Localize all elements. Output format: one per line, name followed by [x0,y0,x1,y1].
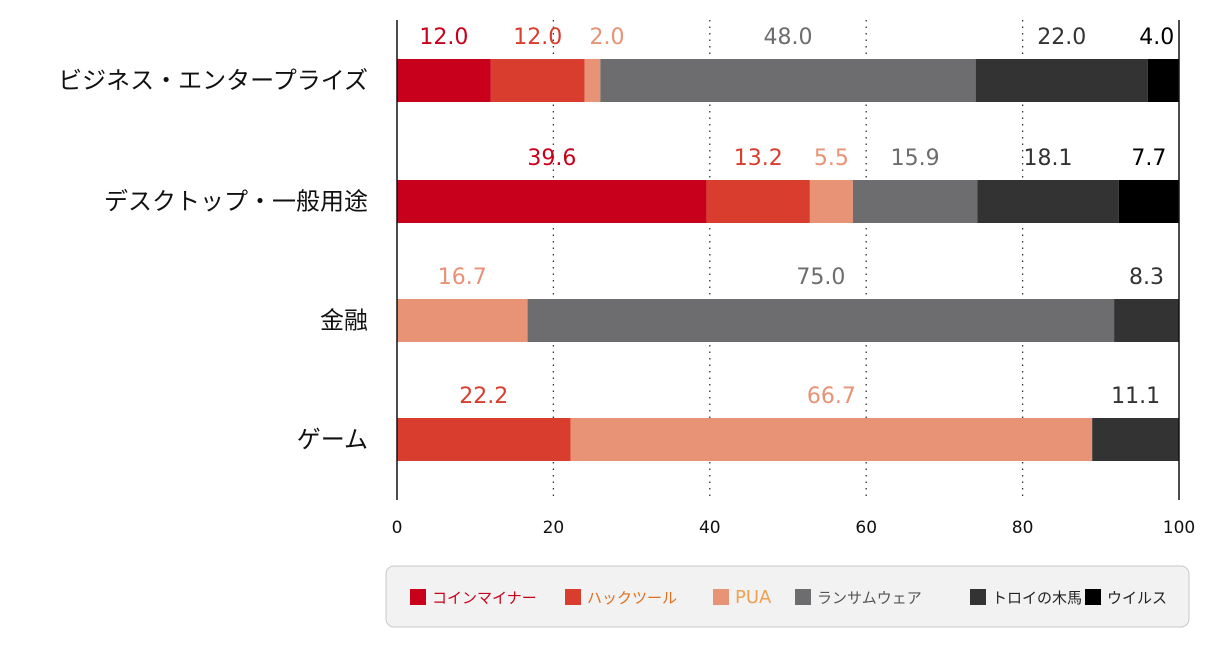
legend-swatch [970,589,986,605]
legend-label: ランサムウェア [817,589,922,607]
x-tick-label: 0 [392,518,403,538]
category-label: デスクトップ・一般用途 [104,188,368,216]
legend-swatch [410,589,426,605]
bar-segment [852,180,978,223]
legend-swatch [565,589,581,605]
value-label: 11.1 [1111,384,1160,409]
value-label: 5.5 [814,146,849,171]
category-label: 金融 [320,307,368,335]
legend-swatch [1085,589,1101,605]
value-label: 15.9 [891,146,940,171]
bar-segment [1092,418,1179,461]
bar-segment [397,180,707,223]
x-tick-label: 40 [699,518,721,538]
value-label: 12.0 [513,25,562,50]
value-labels: 12.0 12.0 2.0 48.0 22.0 4.0 39.6 13.2 5.5 15.9 18.… [419,25,1174,409]
legend-label: ハックツール [587,589,677,607]
value-label: 8.3 [1129,265,1164,290]
bar-segment [1118,180,1179,223]
value-label: 22.2 [459,384,508,409]
x-tick-label: 80 [1012,518,1034,538]
value-label: 12.0 [419,25,468,50]
bar-segment [600,59,976,102]
bar-segment [1147,59,1179,102]
category-label: ゲーム [297,426,368,454]
x-tick-label: 60 [855,518,877,538]
value-label: 39.6 [527,146,576,171]
bar-segment [570,418,1093,461]
bar-segment [490,59,585,102]
bar-segment [397,59,491,102]
value-label: 7.7 [1131,146,1166,171]
value-label: 75.0 [796,265,845,290]
value-label: 4.0 [1139,25,1174,50]
bar-segment [809,180,853,223]
legend-swatch [795,589,811,605]
bar-segment [1114,299,1179,342]
value-label: 66.7 [807,384,856,409]
category-label: ビジネス・エンタープライズ [58,67,368,95]
value-label: 13.2 [734,146,783,171]
x-tick-label: 20 [543,518,565,538]
bar-segment [706,180,810,223]
value-label: 2.0 [590,25,625,50]
x-tick-label: 100 [1163,518,1195,538]
value-label: 16.7 [438,265,487,290]
bar-segment [397,299,528,342]
bars [397,59,1179,461]
legend-swatch [713,589,729,605]
bar-segment [975,59,1148,102]
bar-segment [584,59,601,102]
legend-box [385,565,1190,628]
legend-label: トロイの木馬 [992,589,1082,607]
bar-segment [527,299,1115,342]
value-label: 22.0 [1037,25,1086,50]
legend-label: PUA [735,587,772,608]
legend-label: ウイルス [1107,589,1167,607]
bar-segment [977,180,1119,223]
value-label: 48.0 [764,25,813,50]
legend-label: コインマイナー [432,589,537,607]
legend: コインマイナー ハックツール PUA ランサムウェア トロイの木馬 ウイルス [385,565,1190,628]
value-label: 18.1 [1024,146,1073,171]
bar-segment [397,418,571,461]
